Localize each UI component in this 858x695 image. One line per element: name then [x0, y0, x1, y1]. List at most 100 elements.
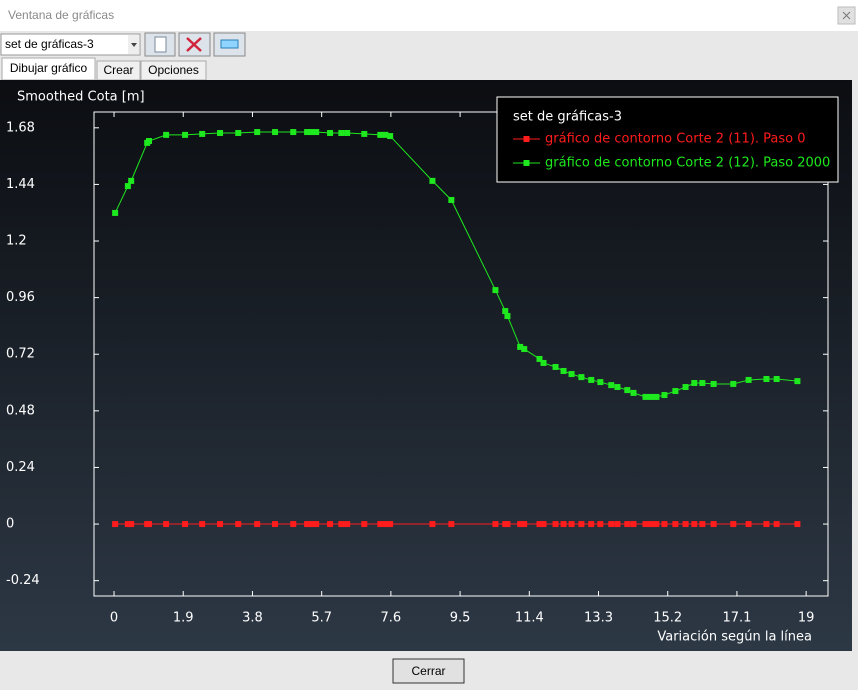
legend-label: gráfico de contorno Corte 2 (11). Paso 0 [545, 132, 806, 147]
point [492, 287, 499, 294]
point [624, 521, 631, 528]
x-tick-label: 13.3 [584, 611, 613, 626]
window-title: Ventana de gráficas [8, 8, 114, 22]
point [691, 380, 698, 387]
point [614, 384, 621, 391]
point [492, 521, 499, 528]
point [560, 521, 567, 528]
point [568, 521, 575, 528]
point [308, 521, 315, 528]
point [730, 380, 737, 387]
point [597, 379, 604, 386]
point [217, 129, 224, 136]
point [304, 129, 311, 136]
y-tick-label: 0.24 [6, 460, 35, 475]
point [773, 521, 780, 528]
point [730, 521, 737, 528]
edit-icon [220, 39, 239, 49]
point [504, 313, 511, 320]
point [521, 521, 528, 528]
point [338, 129, 345, 136]
point [672, 521, 679, 528]
point [308, 129, 315, 136]
point [382, 521, 389, 528]
point [552, 521, 559, 528]
point [124, 521, 131, 528]
point [235, 521, 242, 528]
x-tick-label: 9.5 [450, 611, 471, 626]
point [648, 521, 655, 528]
point [540, 359, 547, 366]
point [344, 521, 351, 528]
y-tick-label: 0.72 [6, 347, 35, 362]
point [128, 521, 135, 528]
delete-icon [186, 37, 202, 52]
point [304, 521, 311, 528]
point [254, 129, 261, 136]
x-tick-label: 5.7 [311, 611, 332, 626]
point [699, 521, 706, 528]
point [112, 209, 119, 216]
point [540, 521, 547, 528]
point [624, 387, 631, 394]
point [517, 521, 524, 528]
point [745, 376, 752, 383]
y-tick-label: 1.68 [6, 120, 35, 135]
point [235, 129, 242, 136]
legend-label: gráfico de contorno Corte 2 (12). Paso 2… [545, 156, 830, 171]
x-tick-label: 1.9 [173, 611, 194, 626]
point [387, 521, 394, 528]
point [429, 521, 436, 528]
point [642, 393, 649, 400]
close-button[interactable] [392, 658, 465, 684]
y-axis-title: Smoothed Cota [m] [17, 90, 145, 105]
point [382, 131, 389, 138]
point [112, 521, 119, 528]
point [429, 177, 436, 184]
point [794, 378, 801, 385]
point [568, 371, 575, 378]
point [653, 521, 660, 528]
legend-box [496, 96, 839, 183]
point [290, 129, 297, 136]
point [327, 129, 334, 136]
point [182, 131, 189, 138]
point [661, 392, 668, 399]
point [290, 521, 297, 528]
y-tick-label: 0.48 [6, 403, 35, 418]
tab-label: Crear [103, 63, 133, 77]
point [361, 130, 368, 137]
close-icon [842, 11, 851, 20]
x-tick-label: 17.1 [722, 611, 751, 626]
point [552, 363, 559, 370]
point [272, 521, 279, 528]
point [691, 521, 698, 528]
point [272, 129, 279, 136]
x-tick-label: 7.6 [381, 611, 402, 626]
point [588, 376, 595, 383]
point [648, 393, 655, 400]
tab-label: Dibujar gráfico [10, 61, 88, 75]
point [597, 521, 604, 528]
point [699, 380, 706, 387]
point [536, 521, 543, 528]
point [377, 131, 384, 138]
point [387, 133, 394, 140]
point [560, 367, 567, 374]
y-tick-label: 0.96 [6, 290, 35, 305]
point [124, 183, 131, 190]
point [614, 521, 621, 528]
y-tick-label: -0.24 [6, 573, 40, 588]
title-bar [0, 0, 858, 31]
point [199, 521, 206, 528]
point [536, 355, 543, 362]
y-tick-label: 0 [6, 517, 14, 532]
point [448, 196, 455, 203]
point [578, 374, 585, 381]
point [182, 521, 189, 528]
arrow-icon [131, 43, 137, 47]
dropdown[interactable] [0, 33, 141, 56]
point [763, 376, 770, 383]
